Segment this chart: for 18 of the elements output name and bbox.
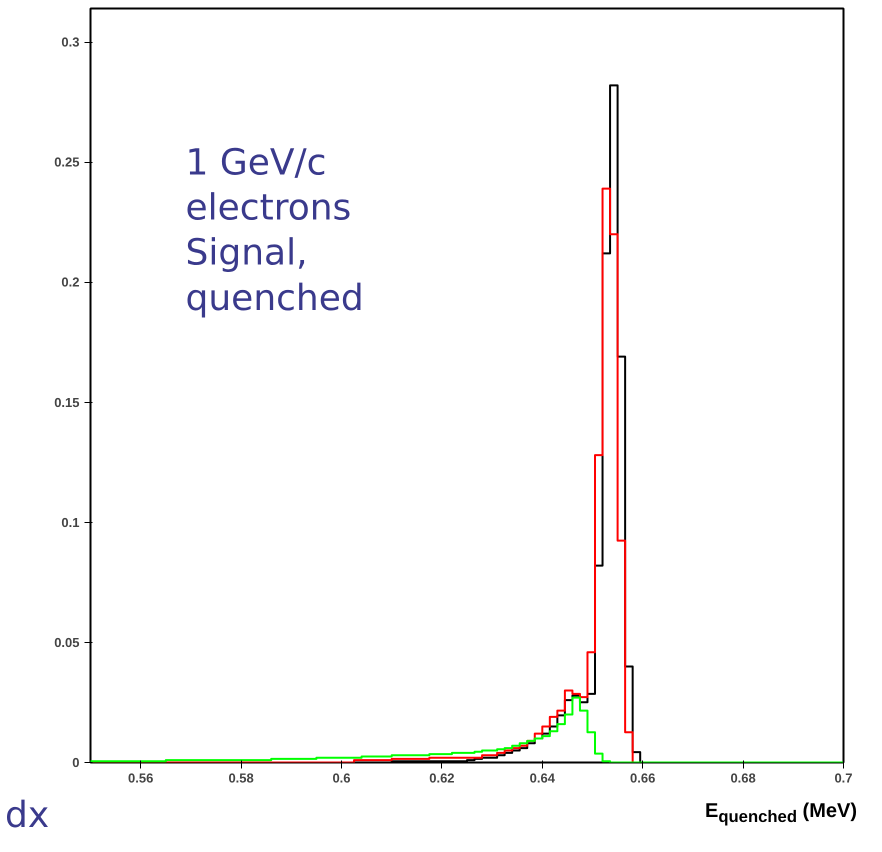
y-tick-label: 0.1	[61, 514, 80, 530]
x-tick-label: 0.68	[730, 770, 756, 786]
y-tick-label: 0.05	[54, 634, 80, 650]
y-tick-label: 0.15	[54, 394, 80, 410]
x-tick-label: 0.58	[228, 770, 254, 786]
x-tick-label: 0.6	[332, 770, 351, 786]
x-tick-label: 0.56	[128, 770, 154, 786]
x-tick-label: 0.62	[429, 770, 455, 786]
annotation: 1 GeV/c electrons Signal, quenched	[186, 142, 364, 319]
x-tick-label: 0.64	[530, 770, 556, 786]
x-axis-title: E$_{quenched}$ (MeV)	[704, 799, 857, 828]
x-tick-label: 0.7	[834, 770, 853, 786]
text: dx	[5, 795, 50, 836]
y-tick-label: 0.25	[54, 154, 80, 170]
x-tick-label: 0.66	[630, 770, 656, 786]
y-tick-label: 0.3	[61, 34, 80, 50]
y-tick-label: 0	[72, 755, 80, 770]
y-tick-label: 0.2	[61, 274, 80, 290]
